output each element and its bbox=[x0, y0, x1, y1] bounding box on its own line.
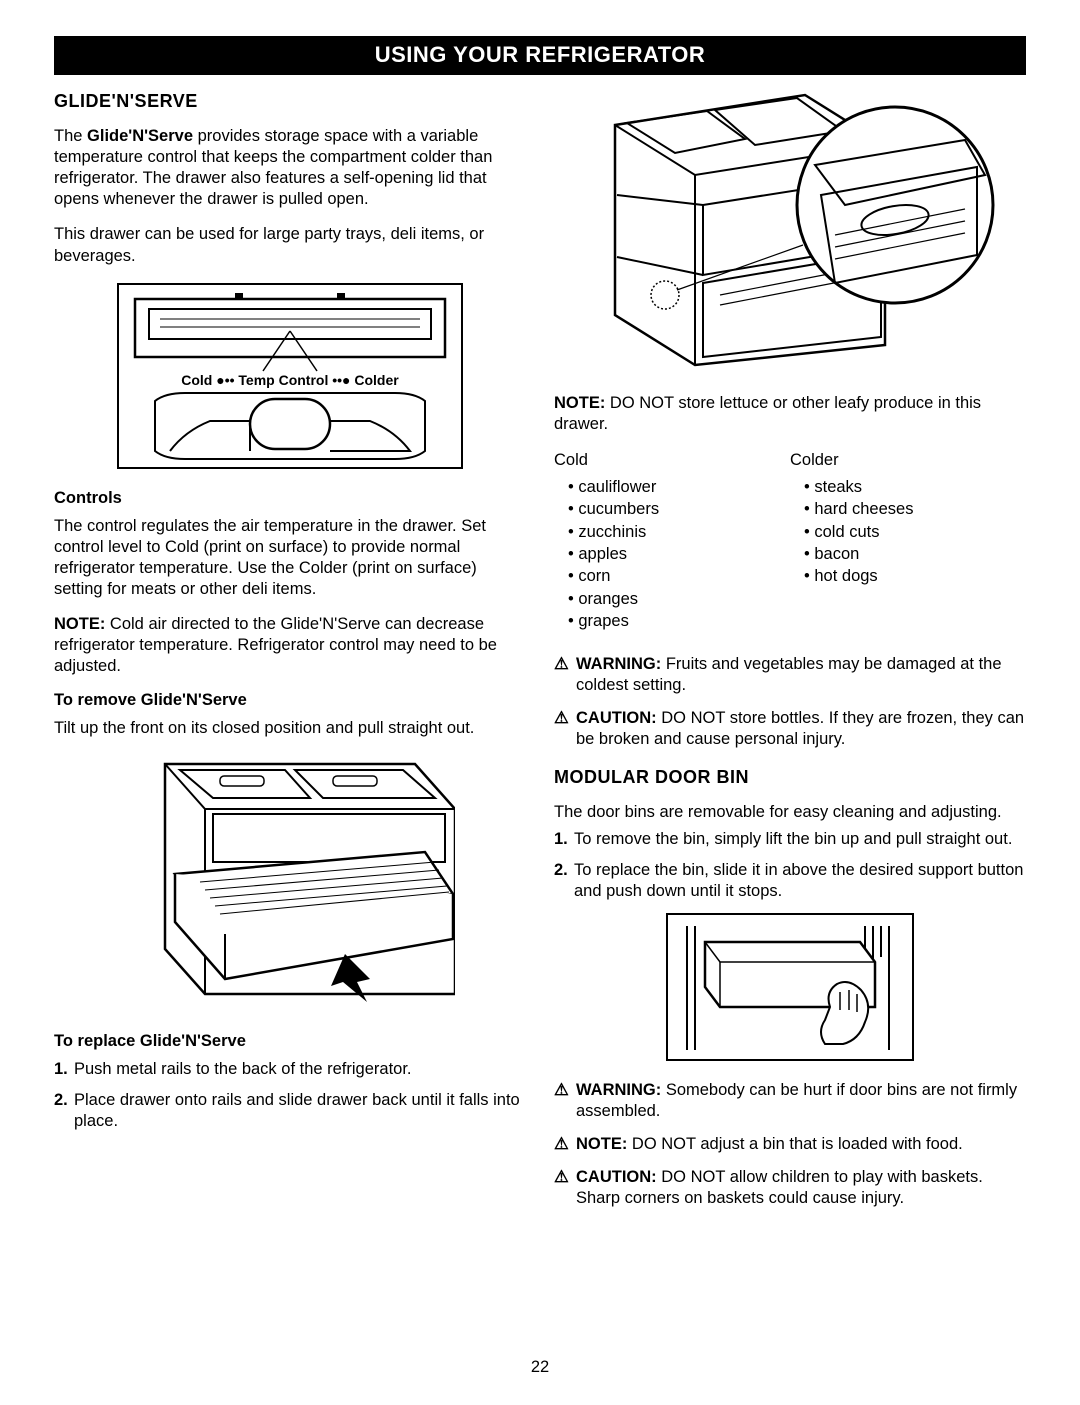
note-2-label: NOTE: bbox=[576, 1135, 627, 1153]
header-banner: USING YOUR REFRIGERATOR bbox=[54, 36, 1026, 75]
colder-heading: Colder bbox=[790, 451, 1026, 470]
controls-heading: Controls bbox=[54, 489, 526, 508]
content-columns: GLIDE'N'SERVE The Glide'N'Serve provides… bbox=[54, 91, 1026, 1222]
colder-item: cold cuts bbox=[804, 521, 1026, 543]
note-text: Cold air directed to the Glide'N'Serve c… bbox=[54, 615, 497, 675]
warning-2: ⚠ WARNING: Somebody can be hurt if door … bbox=[554, 1080, 1026, 1122]
colder-item: bacon bbox=[804, 543, 1026, 565]
fridge-circle-svg bbox=[585, 85, 995, 375]
left-column: GLIDE'N'SERVE The Glide'N'Serve provides… bbox=[54, 91, 526, 1222]
cold-item: corn bbox=[568, 565, 790, 587]
modular-step-1: 1.To remove the bin, simply lift the bin… bbox=[554, 829, 1026, 850]
warning-icon: ⚠ bbox=[554, 1134, 576, 1155]
modular-step-2: 2.To replace the bin, slide it in above … bbox=[554, 860, 1026, 902]
replace-step-1: 1.Push metal rails to the back of the re… bbox=[54, 1059, 526, 1080]
warning-1-label: WARNING: bbox=[576, 655, 661, 673]
warning-1: ⚠ WARNING: Fruits and vegetables may be … bbox=[554, 654, 1026, 696]
page-number: 22 bbox=[0, 1358, 1080, 1377]
caution-2-label: CAUTION: bbox=[576, 1168, 657, 1186]
glide-n-serve-heading: GLIDE'N'SERVE bbox=[54, 91, 526, 112]
modular-door-bin-heading: MODULAR DOOR BIN bbox=[554, 767, 1026, 788]
intro-bold: Glide'N'Serve bbox=[87, 127, 193, 145]
replace-heading: To replace Glide'N'Serve bbox=[54, 1032, 526, 1051]
modular-step-1-text: To remove the bin, simply lift the bin u… bbox=[574, 829, 1012, 850]
replace-steps: 1.Push metal rails to the back of the re… bbox=[54, 1059, 526, 1132]
remove-heading: To remove Glide'N'Serve bbox=[54, 691, 526, 710]
colder-list-col: Colder steaks hard cheeses cold cuts bac… bbox=[790, 451, 1026, 632]
warning-icon: ⚠ bbox=[554, 1167, 576, 1209]
cold-item: zucchinis bbox=[568, 521, 790, 543]
fridge-circle-diagram bbox=[554, 85, 1026, 375]
cold-item: cucumbers bbox=[568, 498, 790, 520]
remove-paragraph: Tilt up the front on its closed position… bbox=[54, 718, 526, 739]
caution-1-label: CAUTION: bbox=[576, 709, 657, 727]
cold-list: cauliflower cucumbers zucchinis apples c… bbox=[554, 476, 790, 632]
replace-step-1-text: Push metal rails to the back of the refr… bbox=[74, 1059, 412, 1080]
replace-step-2: 2.Place drawer onto rails and slide draw… bbox=[54, 1090, 526, 1132]
controls-paragraph: The control regulates the air temperatur… bbox=[54, 516, 526, 600]
colder-item: hard cheeses bbox=[804, 498, 1026, 520]
modular-steps: 1.To remove the bin, simply lift the bin… bbox=[554, 829, 1026, 902]
warning-icon: ⚠ bbox=[554, 1080, 576, 1122]
replace-step-2-text: Place drawer onto rails and slide drawer… bbox=[74, 1090, 526, 1132]
intro-pre: The bbox=[54, 127, 87, 145]
temp-control-diagram: Cold ●•• Temp Control ••● Colder bbox=[54, 281, 526, 471]
caution-1: ⚠ CAUTION: DO NOT store bottles. If they… bbox=[554, 708, 1026, 750]
colder-list: steaks hard cheeses cold cuts bacon hot … bbox=[790, 476, 1026, 587]
cold-item: oranges bbox=[568, 588, 790, 610]
note-paragraph: NOTE: Cold air directed to the Glide'N'S… bbox=[54, 614, 526, 677]
note-label: NOTE: bbox=[54, 615, 105, 633]
cold-item: apples bbox=[568, 543, 790, 565]
drawer-remove-diagram bbox=[54, 754, 526, 1014]
caution-2: ⚠ CAUTION: DO NOT allow children to play… bbox=[554, 1167, 1026, 1209]
cold-item: grapes bbox=[568, 610, 790, 632]
right-column: NOTE: DO NOT store lettuce or other leaf… bbox=[554, 91, 1026, 1222]
modular-step-2-text: To replace the bin, slide it in above th… bbox=[574, 860, 1026, 902]
temp-control-svg: Cold ●•• Temp Control ••● Colder bbox=[115, 281, 465, 471]
warning-icon: ⚠ bbox=[554, 708, 576, 750]
right-note-label: NOTE: bbox=[554, 394, 605, 412]
warning-2-label: WARNING: bbox=[576, 1081, 661, 1099]
intro-paragraph-2: This drawer can be used for large party … bbox=[54, 224, 526, 266]
food-lists: Cold cauliflower cucumbers zucchinis app… bbox=[554, 451, 1026, 632]
cold-item: cauliflower bbox=[568, 476, 790, 498]
drawer-remove-svg bbox=[125, 754, 455, 1014]
cold-list-col: Cold cauliflower cucumbers zucchinis app… bbox=[554, 451, 790, 632]
note-2: ⚠ NOTE: DO NOT adjust a bin that is load… bbox=[554, 1134, 1026, 1155]
right-note-text: DO NOT store lettuce or other leafy prod… bbox=[554, 394, 981, 433]
cold-heading: Cold bbox=[554, 451, 790, 470]
colder-item: steaks bbox=[804, 476, 1026, 498]
intro-paragraph-1: The Glide'N'Serve provides storage space… bbox=[54, 126, 526, 210]
colder-item: hot dogs bbox=[804, 565, 1026, 587]
door-bin-svg bbox=[665, 912, 915, 1062]
warning-icon: ⚠ bbox=[554, 654, 576, 696]
right-note: NOTE: DO NOT store lettuce or other leaf… bbox=[554, 393, 1026, 435]
modular-paragraph: The door bins are removable for easy cle… bbox=[554, 802, 1026, 823]
note-2-text: DO NOT adjust a bin that is loaded with … bbox=[627, 1135, 962, 1153]
door-bin-diagram bbox=[554, 912, 1026, 1062]
diagram-label: Cold ●•• Temp Control ••● Colder bbox=[181, 372, 399, 388]
